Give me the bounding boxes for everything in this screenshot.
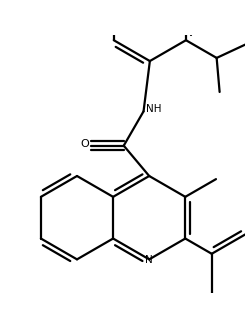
Text: NH: NH <box>146 104 162 114</box>
Text: O: O <box>80 139 89 149</box>
Text: N: N <box>145 255 152 265</box>
